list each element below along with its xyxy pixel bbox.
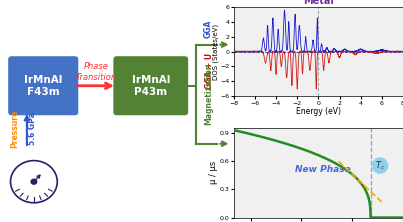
- Text: Phase: Phase: [83, 62, 108, 71]
- Text: Pressure: Pressure: [11, 110, 20, 148]
- Text: Transition: Transition: [75, 73, 116, 81]
- FancyBboxPatch shape: [113, 56, 188, 115]
- Circle shape: [30, 178, 37, 185]
- Text: GGA + U: GGA + U: [205, 53, 214, 89]
- Text: 5.6 GPa: 5.6 GPa: [28, 113, 37, 145]
- Text: IrMnAl
F43m: IrMnAl F43m: [24, 75, 62, 97]
- Y-axis label: μ / μs: μ / μs: [209, 161, 218, 184]
- Text: IrMnAl
P43m: IrMnAl P43m: [131, 75, 170, 97]
- Text: New Phase: New Phase: [295, 165, 351, 174]
- Circle shape: [10, 161, 57, 203]
- Text: $T_c$: $T_c$: [375, 159, 385, 172]
- X-axis label: Energy (eV): Energy (eV): [296, 107, 341, 116]
- Y-axis label: DOS (States/eV): DOS (States/eV): [212, 24, 219, 80]
- Text: GGA: GGA: [204, 20, 212, 38]
- Title: Metal: Metal: [303, 0, 334, 6]
- FancyBboxPatch shape: [8, 56, 78, 115]
- Text: Magnetization: Magnetization: [205, 63, 214, 125]
